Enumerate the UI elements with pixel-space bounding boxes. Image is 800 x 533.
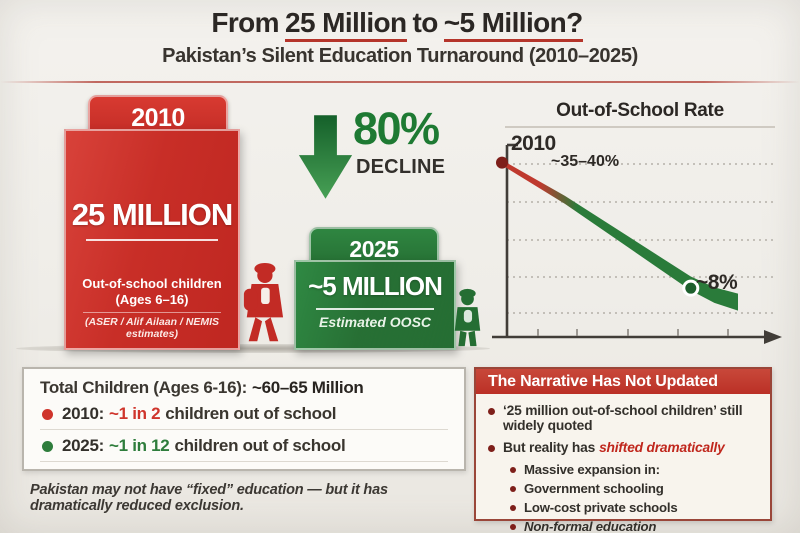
narrative-box-header: The Narrative Has Not Updated xyxy=(476,369,770,396)
narrative-bullet-2: But reality has shifted dramatically xyxy=(486,440,760,455)
stats-row-2010-text: children out of school xyxy=(165,404,337,423)
maroon-bullet-icon xyxy=(510,486,516,492)
chart-start-year-label: 2010 xyxy=(511,132,556,155)
title-highlight-25m: 25 Million xyxy=(284,7,407,42)
stats-heading-value: ~60–65 Million xyxy=(251,378,364,397)
bar-2010: 25 MILLION Out-of-school children (Ages … xyxy=(64,129,240,350)
narrative-bullet-1: ‘25 million out-of-school children’ stil… xyxy=(486,403,760,433)
maroon-bullet-icon xyxy=(510,467,516,473)
rate-chart-svg xyxy=(492,143,782,344)
bar-2025-value-underline xyxy=(316,308,434,310)
chart-end-rate-label: ~8% xyxy=(696,271,738,294)
arrow-down-icon xyxy=(298,115,353,199)
chart-start-rate-label: ~35–40% xyxy=(551,153,620,170)
title-highlight-5m: ~5 Million? xyxy=(443,7,583,42)
x-axis-arrowhead xyxy=(764,330,782,344)
rate-band xyxy=(502,160,738,311)
rate-band-layer xyxy=(496,156,738,311)
year-tab-2010-label: 2010 xyxy=(131,103,185,132)
narrative-sub-bullet-2-text: Government schooling xyxy=(524,481,664,496)
chart-axes xyxy=(492,143,766,339)
narrative-sub-bullet-2: Government schooling xyxy=(508,481,760,496)
page-subtitle: Pakistan’s Silent Education Turnaround (… xyxy=(162,45,638,67)
narrative-sub-bullet-4: Non-formal education xyxy=(508,519,760,533)
chart-title: Out-of-School Rate xyxy=(556,100,724,121)
stats-row-2025: 2025: ~1 in 12 children out of school xyxy=(40,430,448,462)
bar-2010-value: 25 MILLION xyxy=(71,197,234,232)
footnote: Pakistan may not have “fixed” education … xyxy=(30,482,388,514)
floor-shadow xyxy=(16,344,490,353)
narrative-box: The Narrative Has Not Updated ‘25 millio… xyxy=(474,367,772,533)
stats-row-2010-ratio: ~1 in 2 xyxy=(108,404,161,423)
maroon-bullet-icon xyxy=(488,445,495,452)
stats-row-2010: 2010: ~1 in 2 children out of school xyxy=(40,398,448,430)
bar-2025: ~5 MILLION Estimated OOSC xyxy=(294,260,456,350)
bar-2010-caption: Out-of-school children (Ages 6–16) (ASER… xyxy=(66,276,238,340)
bar-2025-value: ~5 MILLION xyxy=(308,271,443,301)
year-tab-2025-label: 2025 xyxy=(349,235,399,262)
title-prefix: From xyxy=(211,7,279,38)
maroon-bullet-icon xyxy=(510,505,516,511)
chart-gridlines xyxy=(507,163,774,314)
stats-heading: Total Children (Ages 6-16): ~60–65 Millio… xyxy=(40,378,448,398)
chart-ticks xyxy=(537,329,729,336)
narrative-bullet-2-highlight: shifted dramatically xyxy=(599,440,725,455)
end-point-marker xyxy=(682,279,700,297)
green-bullet-icon xyxy=(42,440,53,452)
maroon-bullet-icon xyxy=(488,408,495,415)
stats-heading-label: Total Children (Ages 6-16): xyxy=(40,378,247,397)
narrative-sub-bullet-1: Massive expansion in: xyxy=(508,462,760,477)
bar-2025-caption: Estimated OOSC xyxy=(318,314,432,330)
title-connector: to xyxy=(412,7,439,38)
start-point-marker xyxy=(496,156,508,169)
stats-row-2025-ratio: ~1 in 12 xyxy=(108,436,170,455)
decline-label: DECLINE xyxy=(356,156,446,178)
page-title: From 25 Million to ~5 Million? xyxy=(0,7,800,42)
red-bullet-icon xyxy=(42,408,53,420)
header-divider xyxy=(0,81,800,83)
stats-box: Total Children (Ages 6-16): ~60–65 Millio… xyxy=(22,367,466,471)
stats-row-2025-year: 2025: xyxy=(62,436,104,455)
narrative-sub-bullet-3: Low-cost private schools xyxy=(508,500,760,515)
chart-title-rule xyxy=(505,126,775,128)
bar-2010-caption-line1: Out-of-school children xyxy=(82,276,222,291)
narrative-bullet-1-text: ‘25 million out-of-school children’ stil… xyxy=(503,403,743,433)
stats-row-2025-text: children out of school xyxy=(174,436,346,455)
decline-percent: 80% xyxy=(353,103,440,154)
maroon-bullet-icon xyxy=(510,524,516,530)
bar-2010-value-underline xyxy=(86,239,218,241)
narrative-sub-bullet-1-text: Massive expansion in: xyxy=(524,462,660,477)
narrative-sub-bullet-4-text: Non-formal education xyxy=(524,519,657,533)
bar-2010-source: (ASER / Alif Ailaan / NEMIS estimates) xyxy=(85,316,219,340)
bar-2010-caption-divider xyxy=(83,312,221,313)
stats-row-2010-year: 2010: xyxy=(62,404,104,423)
child-silhouette-green-icon xyxy=(454,288,481,347)
bar-2010-caption-line2: (Ages 6–16) xyxy=(115,292,189,307)
narrative-bullet-2-prefix: But reality has xyxy=(503,440,596,455)
narrative-sub-bullet-3-text: Low-cost private schools xyxy=(524,500,678,515)
child-silhouette-red-icon xyxy=(243,262,284,342)
narrative-bullet-2-text: But reality has shifted dramatically xyxy=(503,440,725,455)
